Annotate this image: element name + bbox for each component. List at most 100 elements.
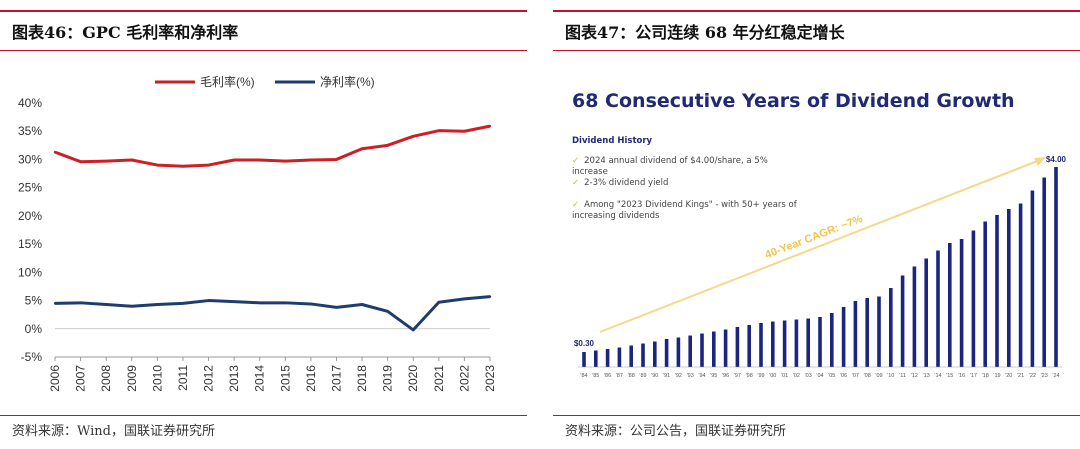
x-tick-label: 2016 bbox=[304, 365, 318, 392]
bottom-rule bbox=[0, 415, 527, 416]
cagr-arrow bbox=[599, 159, 1041, 333]
margin-line-chart: 毛利率(%) 净利率(%) 40% 35% 30% 25% 20% 15% 10% 5% 0% -5… bbox=[18, 74, 497, 392]
x-tick-label: '09 bbox=[875, 373, 882, 379]
check-icon: ✓ bbox=[572, 200, 580, 210]
dividend-bar bbox=[629, 345, 633, 367]
x-tick-label: '95 bbox=[710, 373, 717, 379]
dividend-bar bbox=[1030, 190, 1035, 367]
data-point bbox=[181, 302, 185, 305]
dividend-bar bbox=[959, 239, 964, 367]
dividend-bullet: ✓ Among "2023 Dividend Kings" - with 50+ … bbox=[572, 200, 797, 221]
dividend-bar bbox=[605, 349, 610, 367]
y-tick-label: -5% bbox=[21, 350, 43, 364]
dividend-bar bbox=[664, 339, 669, 367]
data-point bbox=[53, 302, 57, 305]
dividend-bar bbox=[723, 329, 728, 367]
y-tick-label: 25% bbox=[18, 181, 42, 195]
dividend-subheading: Dividend History bbox=[572, 136, 653, 146]
x-tick-label: '94 bbox=[698, 373, 705, 379]
data-point bbox=[181, 165, 185, 168]
x-tick-label: 2006 bbox=[48, 365, 62, 392]
dividend-bar bbox=[936, 250, 940, 367]
check-icon: ✓ bbox=[572, 156, 580, 166]
x-tick-label: '99 bbox=[757, 373, 764, 379]
dividend-bar bbox=[700, 333, 704, 367]
data-point bbox=[258, 301, 261, 305]
dividend-bar bbox=[1042, 177, 1046, 367]
dividend-bar bbox=[1054, 167, 1058, 367]
x-tick-label: '07 bbox=[852, 373, 859, 379]
x-tick-label: '91 bbox=[663, 373, 670, 379]
dividend-bar bbox=[594, 350, 598, 367]
data-label-first: $0.30 bbox=[574, 339, 595, 348]
dividend-bar bbox=[1007, 209, 1011, 367]
data-point bbox=[284, 159, 287, 163]
data-point bbox=[53, 150, 57, 154]
data-point bbox=[284, 301, 287, 305]
x-tick-label: '06 bbox=[840, 373, 847, 379]
x-tick-label: '12 bbox=[911, 373, 918, 379]
x-tick-label: 2015 bbox=[278, 365, 292, 392]
x-tick-label: '05 bbox=[828, 373, 835, 379]
dividend-bar bbox=[747, 325, 751, 367]
x-tick-label: 2009 bbox=[125, 365, 139, 392]
dividend-bar bbox=[948, 243, 952, 367]
x-tick-label: '84 bbox=[580, 373, 587, 379]
x-tick-label: '21 bbox=[1017, 373, 1024, 379]
x-tick-label: 2013 bbox=[227, 365, 241, 392]
x-tick-label: '22 bbox=[1029, 373, 1036, 379]
x-tick-label: '00 bbox=[769, 373, 776, 379]
y-tick-label: 35% bbox=[18, 124, 42, 138]
x-tick-label: '01 bbox=[781, 373, 788, 379]
dividend-bar bbox=[771, 321, 775, 367]
x-tick-label: 2021 bbox=[432, 365, 446, 392]
x-tick-label: '16 bbox=[958, 373, 965, 379]
left-figure-panel: 图表46：GPC 毛利率和净利率 毛利率(%) 净利率(%) 40% 35% 30% 2… bbox=[0, 0, 527, 449]
x-tick-label: '11 bbox=[899, 373, 906, 379]
x-tick-label: '89 bbox=[639, 373, 646, 379]
dividend-bar bbox=[676, 337, 681, 367]
net-margin-line bbox=[54, 295, 491, 332]
figure-46-source: 资料来源：Wind，国联证券研究所 bbox=[12, 424, 215, 439]
data-point bbox=[488, 295, 492, 298]
x-tick-label: '14 bbox=[934, 373, 941, 379]
dividend-bar bbox=[582, 352, 586, 367]
data-point bbox=[386, 310, 389, 313]
data-point bbox=[79, 160, 82, 163]
dividend-bullet: ✓ 2-3% dividend yield bbox=[572, 178, 669, 188]
figure-47-title: 图表47：公司连续 68 年分红稳定增长 bbox=[565, 23, 845, 42]
data-point bbox=[207, 163, 210, 167]
dividend-bar bbox=[759, 323, 763, 367]
data-point bbox=[232, 300, 236, 303]
y-tick-label: 0% bbox=[25, 322, 43, 336]
check-icon: ✓ bbox=[572, 178, 580, 188]
data-point bbox=[104, 159, 108, 163]
dividend-bar bbox=[995, 215, 999, 367]
y-tick-label: 5% bbox=[25, 294, 43, 308]
data-point bbox=[463, 297, 466, 301]
x-tick-label: '24 bbox=[1052, 373, 1059, 379]
x-tick-label: '17 bbox=[970, 373, 977, 379]
data-point bbox=[437, 129, 441, 132]
x-tick-label: '92 bbox=[675, 373, 682, 379]
data-point bbox=[412, 135, 415, 138]
data-point bbox=[437, 301, 441, 304]
cagr-arrowhead bbox=[1034, 157, 1046, 166]
x-tick-label: '13 bbox=[923, 373, 930, 379]
dividend-bar bbox=[830, 313, 834, 367]
x-tick-label: '10 bbox=[887, 373, 894, 379]
x-tick-label: '20 bbox=[1005, 373, 1012, 379]
data-point bbox=[156, 303, 159, 306]
figure-47-source: 资料来源：公司公告，国联证券研究所 bbox=[565, 424, 787, 439]
dividend-bar bbox=[983, 221, 987, 367]
gross-margin-line bbox=[54, 124, 491, 168]
x-tick-label: 2008 bbox=[99, 365, 113, 392]
x-tick-label: 2007 bbox=[74, 365, 88, 392]
dividend-headline: 68 Consecutive Years of Dividend Growth bbox=[572, 90, 1015, 112]
top-rule bbox=[0, 10, 527, 12]
dividend-bullet: ✓ 2024 annual dividend of $4.00/share, a … bbox=[572, 156, 768, 177]
dividend-bar bbox=[900, 275, 905, 367]
data-point bbox=[130, 305, 133, 308]
x-tick-label: '97 bbox=[734, 373, 741, 379]
data-point bbox=[258, 158, 261, 162]
